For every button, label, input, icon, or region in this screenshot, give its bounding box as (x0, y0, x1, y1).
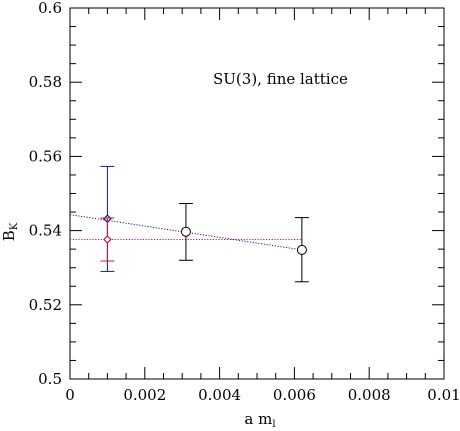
x-tick-label: 0 (65, 386, 75, 404)
tick-marks (69, 7, 445, 380)
tick-labels: 0 0.002 0.004 0.006 0.008 0.01 0.5 0.52 0.54 0.56… (29, 0, 460, 404)
y-tick-label: 0.52 (29, 296, 62, 314)
y-axis-label: BK (0, 222, 20, 241)
data-point-circle (296, 244, 307, 255)
y-tick-label: 0.6 (38, 0, 62, 17)
data-point-circle (180, 226, 191, 237)
y-tick-label: 0.56 (29, 147, 62, 165)
x-axis-label: a ml (244, 410, 275, 430)
y-tick-label: 0.54 (29, 222, 62, 240)
data-point-diamond (103, 235, 112, 244)
y-tick-label: 0.5 (38, 370, 62, 388)
x-tick-label: 0.004 (198, 386, 241, 404)
chart-annotation: SU(3), fine lattice (213, 70, 348, 88)
x-tick-label: 0.002 (123, 386, 166, 404)
y-axis-label-main: B (0, 230, 18, 241)
x-tick-label: 0.01 (427, 386, 460, 404)
y-tick-label: 0.58 (29, 73, 62, 91)
x-axis-label-sub: l (272, 419, 275, 430)
data-marks (100, 165, 309, 283)
x-tick-label: 0.006 (273, 386, 316, 404)
y-axis-label-sub: K (9, 222, 20, 230)
x-axis-label-main: a m (244, 410, 272, 428)
plot-frame (69, 7, 445, 380)
x-tick-label: 0.008 (348, 386, 391, 404)
